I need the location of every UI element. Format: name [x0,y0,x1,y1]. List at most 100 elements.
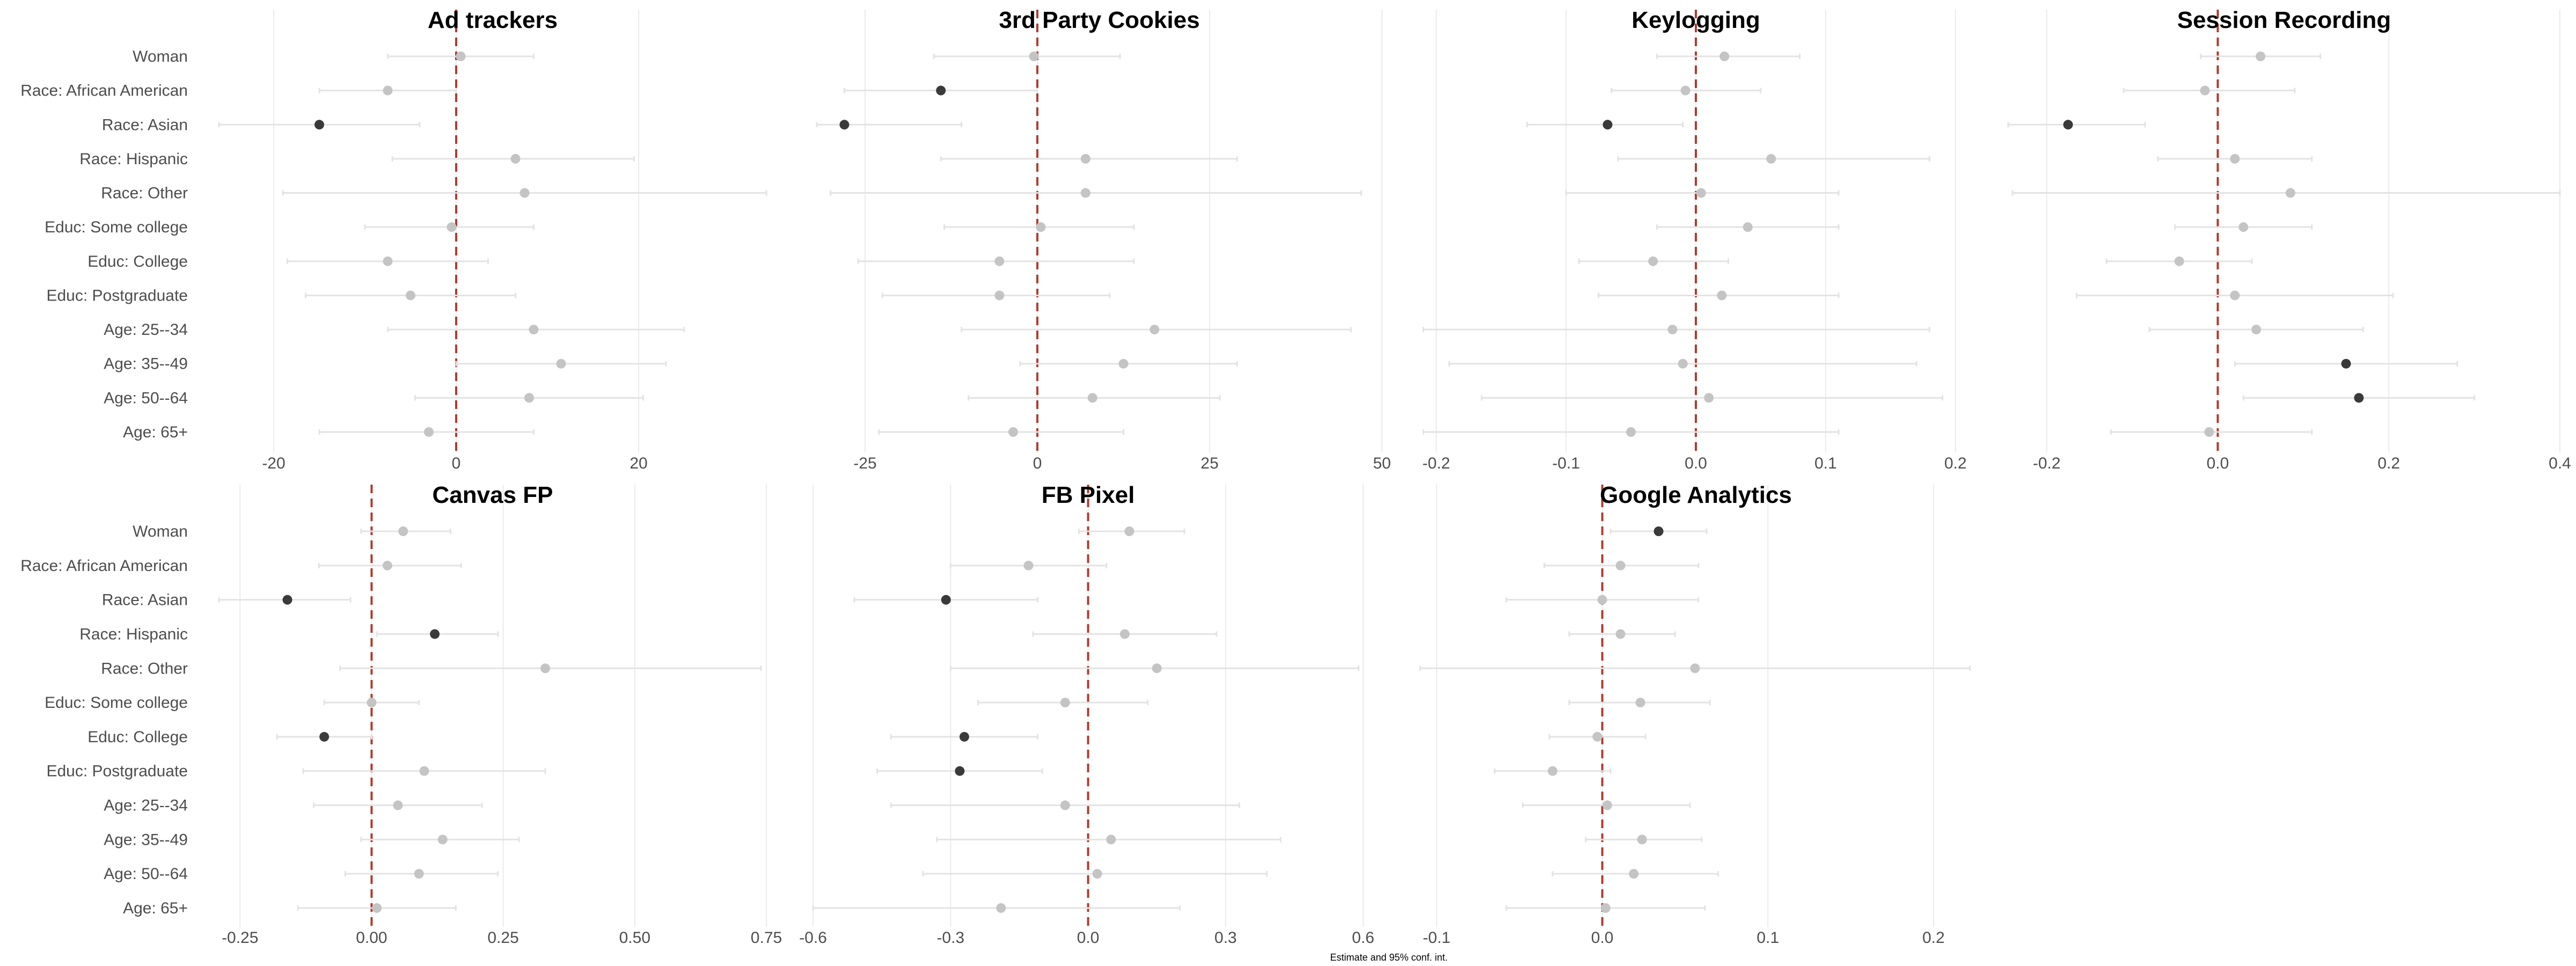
estimate-point [2285,188,2295,198]
x-tick-label: 0.50 [619,929,650,947]
x-tick-label: 25 [1201,455,1218,472]
estimate-point [2256,52,2266,61]
estimate-point [2238,222,2249,232]
estimate-point [2063,120,2073,130]
estimate-point [1629,869,1639,879]
estimate-point [941,595,951,605]
row-label: Educ: College [87,253,188,270]
estimate-point [372,903,382,913]
estimate-point [2354,393,2364,403]
row-label: Age: 50--64 [104,389,188,407]
x-tick-label: 50 [1373,455,1391,472]
estimate-point [1087,393,1097,403]
panel-fb-pixel: FB Pixel -0.6 -0.3 0.0 0.3 0.6 [799,482,1374,947]
x-tick-label: 0.0 [1685,455,1707,472]
x-tick-label: 0.0 [1591,929,1614,947]
estimate-point [314,120,324,130]
estimate-point [383,256,393,266]
row-label: Educ: Some college [45,694,188,712]
estimate-point [1060,698,1070,708]
row-label: Educ: Postgraduate [46,287,188,304]
estimate-point [1106,835,1116,845]
estimate-point [529,325,539,335]
estimate-point [1635,698,1645,708]
estimate-point [406,290,415,301]
estimate-point [1124,526,1135,536]
estimate-point [456,52,466,61]
estimate-point [1119,629,1130,639]
estimate-point [1667,325,1678,335]
x-tick-label: 0.1 [1814,455,1837,472]
estimate-point [1597,595,1607,605]
row-label: Age: 35--49 [104,355,188,373]
estimate-point [437,835,448,845]
estimate-point [1704,393,1714,403]
x-tick-label: 0 [1033,455,1042,472]
x-tick-label: -0.25 [222,929,258,947]
estimate-point [1615,560,1626,570]
panel-title: Ad trackers [428,7,558,33]
x-tick-label: -0.2 [1422,455,1450,472]
row-label: Woman [133,523,188,540]
estimate-point [383,85,393,96]
x-tick-label: 0.6 [1352,929,1374,947]
panel-google-analytics: Google Analytics -0.1 0.0 0.1 0.2 [1419,482,1971,947]
estimate-point [414,869,424,879]
x-tick-label: 0.00 [356,929,387,947]
panel-title: Keylogging [1631,7,1760,33]
panel-title: Session Recording [2177,7,2391,33]
estimate-point [1602,800,1612,810]
row-label: Race: Hispanic [79,625,188,643]
row-label: Age: 50--64 [104,865,188,883]
estimate-point [1743,222,1753,232]
estimate-point [2174,256,2184,266]
estimate-point [524,393,534,403]
estimate-point [398,526,408,536]
estimate-point [994,290,1005,301]
panel-ad-trackers: Ad trackers -20 0 20 Woman Race: African Amer… [20,7,767,472]
estimate-point [1696,188,1706,198]
row-label: Educ: Some college [45,218,188,236]
panel-3rd-party-cookies: 3rd Party Cookies -25 0 25 50 [816,7,1391,472]
estimate-point [2200,85,2210,96]
row-label: Race: Hispanic [79,150,188,168]
x-tick-label: 0.4 [2549,455,2571,472]
estimate-point [2251,325,2262,335]
estimate-point [1080,153,1091,164]
estimate-point [1060,800,1070,810]
row-label: Age: 65+ [123,423,188,441]
estimate-point [393,800,403,810]
x-tick-label: 0.0 [2207,455,2229,472]
row-label: Educ: College [87,728,188,746]
estimate-point [1719,52,1730,61]
estimate-point [382,560,392,570]
estimate-point [1150,325,1160,335]
estimate-point [1080,188,1091,198]
estimate-point [319,731,330,742]
estimate-point [1653,526,1664,536]
row-label: Age: 25--34 [104,321,188,339]
x-tick-label: -0.1 [1423,929,1451,947]
x-tick-label: 0.0 [1077,929,1100,947]
estimate-point [1152,663,1162,674]
estimate-point [1548,766,1558,776]
row-label: Race: African American [20,82,188,100]
x-tick-label: -0.6 [799,929,827,947]
x-tick-label: 0.25 [487,929,518,947]
panel-title: Canvas FP [433,482,553,508]
panel-canvas-fp: Canvas FP -0.25 0.00 0.25 0.50 0.75 Woman Race:… [20,482,782,947]
x-tick-label: 0.3 [1214,929,1237,947]
panel-session-recording: Session Recording -0.2 0.0 0.2 0.4 [2007,7,2571,472]
estimate-point [936,85,946,96]
x-tick-label: 0.1 [1757,929,1779,947]
estimate-point [1637,835,1647,845]
estimate-point [839,120,850,130]
estimate-point [996,903,1006,913]
panel-keylogging: Keylogging -0.2 -0.1 0.0 0.1 0.2 [1422,7,1966,472]
estimate-point [1036,222,1046,232]
x-tick-label: 0.75 [751,929,782,947]
estimate-point [1615,629,1626,639]
row-label: Woman [133,48,188,65]
row-label: Race: African American [20,557,188,575]
